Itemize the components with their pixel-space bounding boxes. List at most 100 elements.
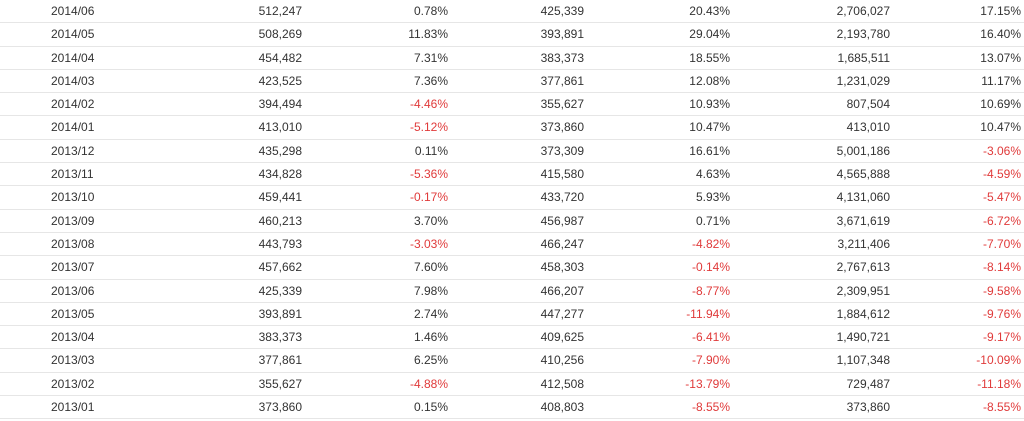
cell-cumulative: 2,309,951: [836, 283, 890, 298]
cell-value: 377,861: [258, 353, 302, 368]
cell-change: -7.90%: [691, 353, 730, 368]
cell-month: 2013/06: [51, 283, 95, 298]
cell-month: 2013/07: [51, 260, 95, 275]
cell-value: 409,625: [540, 330, 584, 345]
cell-value: 355,627: [258, 376, 302, 391]
cell-month: 2014/04: [51, 50, 95, 65]
cell-change: 1.46%: [413, 330, 448, 345]
cell-cumulative-change: -11.18%: [977, 376, 1021, 391]
table-row: 2014/05 508,269 11.83% 393,891 29.04% 2,…: [0, 23, 1024, 47]
cell-value: 460,213: [258, 213, 302, 228]
cell-value: 434,828: [258, 167, 302, 182]
cell-change: -13.79%: [685, 376, 730, 391]
cell-cumulative-change: -9.17%: [982, 330, 1021, 345]
cell-change: -4.46%: [409, 97, 448, 112]
cell-month: 2014/02: [51, 97, 95, 112]
cell-change: -6.41%: [691, 330, 730, 345]
cell-cumulative: 4,565,888: [836, 167, 890, 182]
cell-cumulative-change: 10.69%: [980, 97, 1021, 112]
cell-cumulative: 2,193,780: [836, 27, 890, 42]
cell-change: 0.78%: [413, 4, 448, 18]
cell-value: 466,207: [540, 283, 584, 298]
cell-value: 413,010: [258, 120, 302, 135]
table-row: 2013/11 434,828 -5.36% 415,580 4.63% 4,5…: [0, 163, 1024, 187]
cell-cumulative: 1,231,029: [836, 73, 890, 88]
cell-cumulative: 2,767,613: [836, 260, 890, 275]
table-row: 2013/02 355,627 -4.88% 412,508 -13.79% 7…: [0, 373, 1024, 397]
cell-month: 2013/09: [51, 213, 95, 228]
cell-value: 394,494: [258, 97, 302, 112]
cell-cumulative: 3,671,619: [836, 213, 890, 228]
cell-cumulative-change: 13.07%: [980, 50, 1021, 65]
cell-value: 373,860: [258, 400, 302, 415]
table-row: 2014/06 512,247 0.78% 425,339 20.43% 2,7…: [0, 0, 1024, 24]
cell-cumulative-change: -9.58%: [982, 283, 1021, 298]
cell-change: 7.36%: [413, 73, 448, 88]
cell-value: 435,298: [258, 143, 302, 158]
cell-cumulative-change: 11.17%: [981, 73, 1021, 88]
cell-change: 10.47%: [689, 120, 730, 135]
cell-change: -0.14%: [691, 260, 730, 275]
cell-value: 377,861: [540, 73, 584, 88]
cell-cumulative-change: -6.72%: [982, 213, 1021, 228]
cell-value: 383,373: [540, 50, 584, 65]
cell-change: 5.93%: [695, 190, 730, 205]
cell-change: 2.74%: [413, 306, 448, 321]
cell-change: 6.25%: [413, 353, 448, 368]
table-row: 2013/03 377,861 6.25% 410,256 -7.90% 1,1…: [0, 349, 1024, 373]
table-row: 2013/09 460,213 3.70% 456,987 0.71% 3,67…: [0, 210, 1024, 233]
cell-cumulative: 4,131,060: [836, 190, 890, 205]
cell-cumulative: 5,001,186: [836, 143, 890, 158]
table-row: 2014/02 394,494 -4.46% 355,627 10.93% 80…: [0, 93, 1024, 117]
cell-change: -4.88%: [409, 376, 448, 391]
cell-cumulative-change: -5.47%: [982, 190, 1021, 205]
cell-change: -11.94%: [686, 306, 730, 321]
cell-change: 0.11%: [414, 143, 448, 158]
table-row: 2013/04 383,373 1.46% 409,625 -6.41% 1,4…: [0, 326, 1024, 350]
cell-value: 447,277: [540, 306, 584, 321]
cell-month: 2013/11: [51, 167, 94, 182]
cell-cumulative-change: -9.76%: [982, 306, 1021, 321]
table-row: 2014/03 423,525 7.36% 377,861 12.08% 1,2…: [0, 70, 1024, 94]
cell-value: 512,247: [258, 4, 302, 18]
cell-change: -5.12%: [409, 120, 448, 135]
cell-month: 2013/10: [51, 190, 95, 205]
cell-month: 2013/08: [51, 236, 95, 251]
cell-change: 4.63%: [695, 167, 730, 182]
cell-change: 16.61%: [689, 143, 730, 158]
table-row: 2013/01 373,860 0.15% 408,803 -8.55% 373…: [0, 396, 1024, 420]
cell-change: 18.55%: [689, 50, 730, 65]
table-row: 2014/04 454,482 7.31% 383,373 18.55% 1,6…: [0, 47, 1024, 70]
cell-change: 7.31%: [413, 50, 448, 65]
cell-cumulative: 807,504: [846, 97, 890, 112]
cell-cumulative-change: 17.15%: [980, 4, 1021, 18]
cell-cumulative: 2,706,027: [836, 4, 890, 18]
table-row: 2013/10 459,441 -0.17% 433,720 5.93% 4,1…: [0, 186, 1024, 210]
cell-value: 459,441: [258, 190, 302, 205]
cell-value: 355,627: [540, 97, 584, 112]
cell-value: 412,508: [540, 376, 584, 391]
cell-month: 2013/02: [51, 376, 95, 391]
cell-value: 454,482: [258, 50, 302, 65]
cell-value: 443,793: [258, 236, 302, 251]
cell-change: 0.15%: [413, 400, 448, 415]
cell-change: -0.17%: [409, 190, 448, 205]
cell-value: 373,309: [540, 143, 584, 158]
cell-cumulative-change: -10.09%: [976, 353, 1021, 368]
cell-value: 458,303: [540, 260, 584, 275]
table-row: 2014/01 413,010 -5.12% 373,860 10.47% 41…: [0, 116, 1024, 140]
cell-change: 7.60%: [413, 260, 448, 275]
cell-month: 2013/04: [51, 330, 95, 345]
cell-cumulative-change: -4.59%: [982, 167, 1021, 182]
cell-change: -5.36%: [409, 167, 448, 182]
table-row: 2013/12 435,298 0.11% 373,309 16.61% 5,0…: [0, 140, 1024, 164]
cell-month: 2013/05: [51, 306, 95, 321]
cell-value: 373,860: [540, 120, 584, 135]
cell-value: 508,269: [258, 27, 302, 42]
cell-month: 2013/03: [51, 353, 95, 368]
cell-value: 425,339: [258, 283, 302, 298]
cell-value: 423,525: [258, 73, 302, 88]
cell-change: 7.98%: [413, 283, 448, 298]
cell-change: -8.55%: [691, 400, 730, 415]
